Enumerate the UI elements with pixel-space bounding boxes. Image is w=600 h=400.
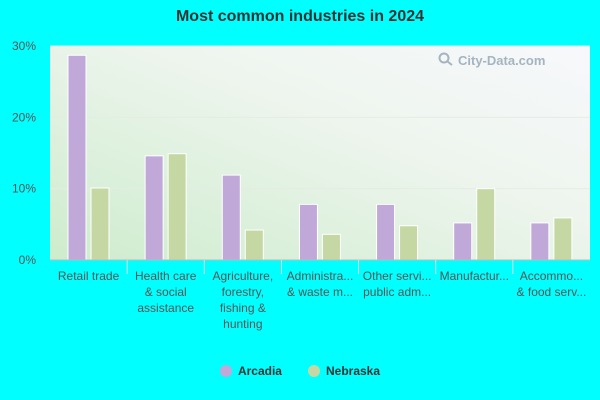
legend-swatch-arcadia [219,365,232,377]
x-tick-label: Accommo... & food serv... [517,269,587,299]
bar-nebraska-2 [244,229,264,261]
legend-label-arcadia: Arcadia [237,364,282,378]
x-tick-label: Retail trade [58,269,120,283]
bar-arcadia-4 [376,203,396,261]
bar-arcadia-2 [221,174,241,261]
bar-nebraska-6 [553,217,573,261]
bar-arcadia-0 [67,54,87,261]
bar-nebraska-4 [399,225,419,261]
x-tick-label: Health care & social assistance [135,269,197,315]
y-tick-label: 10% [12,182,36,196]
plot-area [50,46,590,260]
bar-nebraska-0 [90,187,110,261]
x-tick-label: Agriculture, forestry, fishing & hunting [213,269,274,331]
y-tick-label: 20% [12,110,36,124]
bar-arcadia-3 [298,203,318,261]
x-tick-label: Other servi... public adm... [363,269,432,299]
y-tick-label: 0% [19,253,37,267]
legend-item-nebraska: Nebraska [307,364,381,378]
x-tick-label: Manufactur... [440,269,509,283]
y-tick-label: 30% [12,39,36,53]
legend-label-nebraska: Nebraska [325,364,381,378]
legend-swatch-nebraska [307,365,320,377]
legend: Arcadia Nebraska [0,364,600,378]
bar-nebraska-3 [321,233,341,261]
bar-arcadia-1 [144,155,164,261]
bar-arcadia-5 [453,222,473,261]
chart-title: Most common industries in 2024 [175,8,425,25]
bar-nebraska-5 [476,188,496,261]
bar-nebraska-1 [167,153,187,261]
x-tick-label: Administra... & waste m... [287,269,354,299]
legend-item-arcadia: Arcadia [219,364,282,378]
watermark-text: City-Data.com [458,53,546,68]
watermark: City-Data.com [438,52,545,69]
magnifier-icon [438,52,454,69]
bar-arcadia-6 [530,222,550,261]
